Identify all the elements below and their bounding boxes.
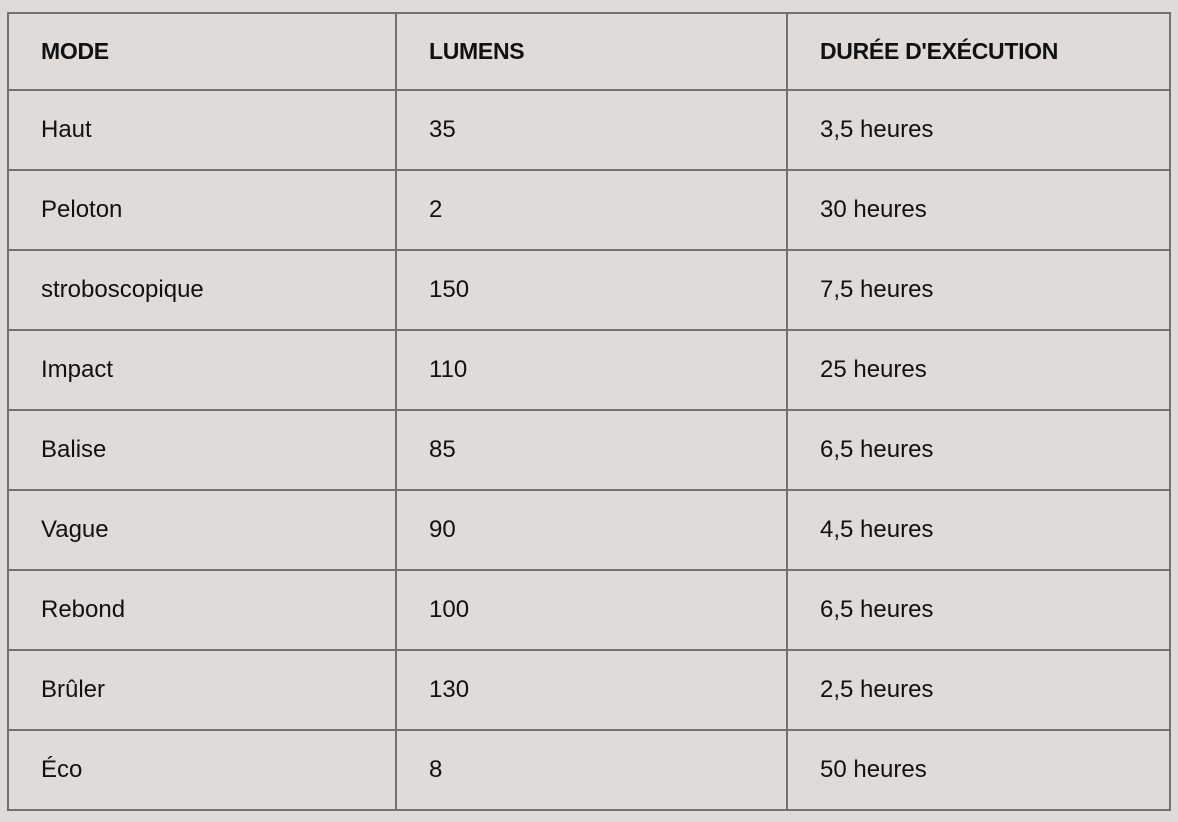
header-mode: MODE bbox=[7, 12, 397, 91]
cell-mode: Impact bbox=[7, 329, 397, 411]
cell-runtime: 3,5 heures bbox=[786, 89, 1171, 171]
cell-runtime: 50 heures bbox=[786, 729, 1171, 811]
cell-lumens: 85 bbox=[395, 409, 788, 491]
cell-lumens: 35 bbox=[395, 89, 788, 171]
cell-lumens: 150 bbox=[395, 249, 788, 331]
cell-mode: Balise bbox=[7, 409, 397, 491]
table-row: Haut 35 3,5 heures bbox=[7, 89, 1171, 171]
cell-runtime: 7,5 heures bbox=[786, 249, 1171, 331]
cell-mode: stroboscopique bbox=[7, 249, 397, 331]
cell-lumens: 90 bbox=[395, 489, 788, 571]
cell-runtime: 25 heures bbox=[786, 329, 1171, 411]
table-row: Vague 90 4,5 heures bbox=[7, 489, 1171, 571]
cell-runtime: 6,5 heures bbox=[786, 569, 1171, 651]
modes-table: MODE LUMENS DURÉE D'EXÉCUTION Haut 35 3,5 … bbox=[7, 12, 1171, 811]
header-row: MODE LUMENS DURÉE D'EXÉCUTION bbox=[7, 12, 1171, 91]
table-row: Rebond 100 6,5 heures bbox=[7, 569, 1171, 651]
cell-runtime: 2,5 heures bbox=[786, 649, 1171, 731]
table-row: Balise 85 6,5 heures bbox=[7, 409, 1171, 491]
cell-runtime: 4,5 heures bbox=[786, 489, 1171, 571]
table-row: Éco 8 50 heures bbox=[7, 729, 1171, 811]
cell-mode: Rebond bbox=[7, 569, 397, 651]
cell-lumens: 130 bbox=[395, 649, 788, 731]
table-row: Peloton 2 30 heures bbox=[7, 169, 1171, 251]
cell-mode: Vague bbox=[7, 489, 397, 571]
header-runtime: DURÉE D'EXÉCUTION bbox=[786, 12, 1171, 91]
cell-lumens: 100 bbox=[395, 569, 788, 651]
cell-runtime: 6,5 heures bbox=[786, 409, 1171, 491]
cell-mode: Peloton bbox=[7, 169, 397, 251]
table-row: Brûler 130 2,5 heures bbox=[7, 649, 1171, 731]
cell-mode: Haut bbox=[7, 89, 397, 171]
cell-lumens: 8 bbox=[395, 729, 788, 811]
table-row: Impact 110 25 heures bbox=[7, 329, 1171, 411]
cell-lumens: 110 bbox=[395, 329, 788, 411]
cell-lumens: 2 bbox=[395, 169, 788, 251]
cell-mode: Éco bbox=[7, 729, 397, 811]
table-row: stroboscopique 150 7,5 heures bbox=[7, 249, 1171, 331]
header-lumens: LUMENS bbox=[395, 12, 788, 91]
cell-runtime: 30 heures bbox=[786, 169, 1171, 251]
cell-mode: Brûler bbox=[7, 649, 397, 731]
